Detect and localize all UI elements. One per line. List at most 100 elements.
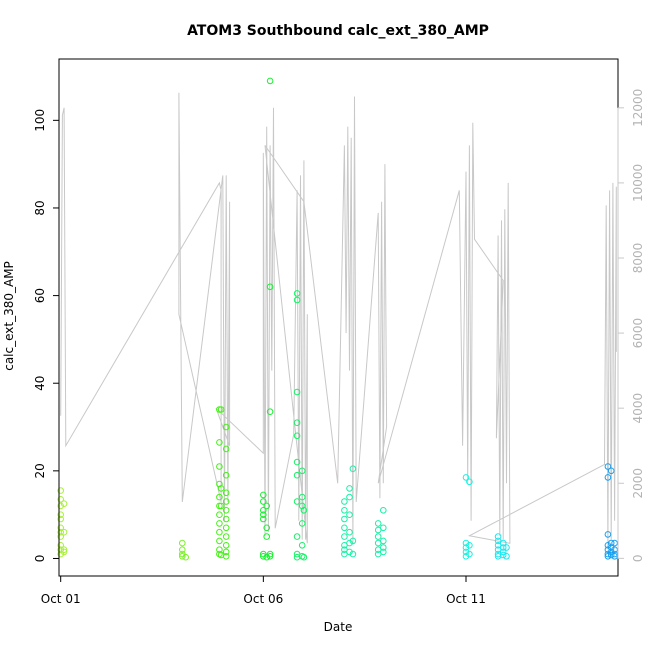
plot-frame [58, 58, 619, 577]
data-point [179, 546, 186, 554]
data-point [179, 539, 186, 547]
data-point [607, 548, 615, 556]
data-point [293, 388, 301, 396]
y-axis-label: calc_ext_380_AMP [2, 261, 16, 371]
data-point [216, 439, 223, 446]
y-tick-label: 80 [33, 200, 47, 215]
data-point [611, 546, 618, 554]
data-point [611, 539, 618, 547]
data-point [222, 542, 230, 549]
data-point [57, 528, 65, 536]
data-point [217, 485, 225, 492]
data-point [60, 546, 68, 554]
data-point [611, 553, 618, 560]
data-point [57, 496, 65, 503]
data-point [57, 550, 65, 558]
data-point [349, 465, 357, 473]
data-point [222, 524, 230, 532]
data-point [466, 478, 473, 486]
data-point [222, 533, 230, 540]
data-point [503, 544, 510, 551]
secondary-series-line [60, 92, 617, 548]
data-point [499, 548, 507, 556]
data-point [607, 544, 615, 551]
data-point [222, 548, 230, 556]
data-point [380, 537, 387, 545]
data-point [341, 524, 348, 532]
data-point [604, 542, 612, 549]
data-point [293, 498, 301, 505]
data-point [346, 511, 353, 519]
data-point [298, 520, 306, 527]
data-point [57, 542, 65, 549]
data-point [298, 502, 306, 510]
data-point [222, 471, 230, 479]
data-point [216, 528, 223, 536]
data-point [216, 520, 223, 527]
data-point [57, 533, 65, 540]
data-point [293, 419, 301, 427]
y-axis: 0 20 40 60 80 100 [33, 109, 60, 562]
data-point [222, 498, 230, 505]
data-point [293, 458, 301, 466]
data-point [374, 520, 382, 527]
data-point [57, 502, 65, 510]
data-point [341, 533, 348, 540]
data-point [611, 550, 618, 558]
data-point [349, 537, 357, 545]
data-point [374, 533, 382, 540]
data-point [604, 550, 612, 558]
secondary-y-tick-label: 6000 [631, 318, 645, 349]
secondary-y-axis: 0 2000 4000 6000 8000 10000 12000 [617, 89, 645, 562]
data-point [462, 548, 470, 556]
data-point [266, 408, 274, 416]
data-point [462, 544, 470, 551]
data-point [462, 539, 470, 547]
data-point [300, 553, 308, 561]
data-point [222, 445, 230, 453]
data-point [298, 493, 306, 501]
data-point [222, 489, 230, 497]
data-point [222, 423, 230, 431]
data-point [263, 524, 271, 532]
data-point [217, 406, 225, 413]
points-layer [57, 77, 618, 561]
data-point [293, 533, 301, 540]
data-point [260, 498, 267, 505]
data-point [179, 553, 186, 560]
data-point [341, 498, 348, 505]
data-point [346, 485, 353, 492]
data-point [380, 544, 387, 551]
data-point [60, 548, 68, 556]
data-point [260, 553, 267, 560]
data-point [266, 550, 274, 558]
x-tick-label: Oct 11 [446, 592, 486, 606]
data-point [346, 528, 353, 536]
data-point [349, 550, 357, 558]
data-point [499, 539, 507, 547]
data-point [217, 502, 225, 510]
secondary-line-layer [60, 92, 617, 548]
data-point [222, 515, 230, 523]
data-point [60, 528, 68, 536]
data-point [293, 432, 301, 440]
data-point [222, 507, 230, 514]
data-point [298, 467, 306, 475]
data-point [466, 550, 473, 558]
data-point [604, 531, 612, 538]
y-tick-label: 100 [33, 109, 47, 132]
data-point [503, 553, 510, 560]
data-point [380, 507, 387, 514]
data-point [341, 507, 348, 514]
data-point [260, 515, 267, 523]
data-point [216, 463, 223, 470]
data-point [263, 533, 271, 540]
data-point [260, 491, 267, 499]
x-tick-label: Oct 06 [243, 592, 283, 606]
data-point [604, 474, 612, 481]
y-tick-label: 60 [33, 288, 47, 303]
data-point [607, 551, 615, 559]
data-point [182, 553, 189, 561]
data-point [607, 539, 615, 547]
data-point [57, 515, 65, 523]
